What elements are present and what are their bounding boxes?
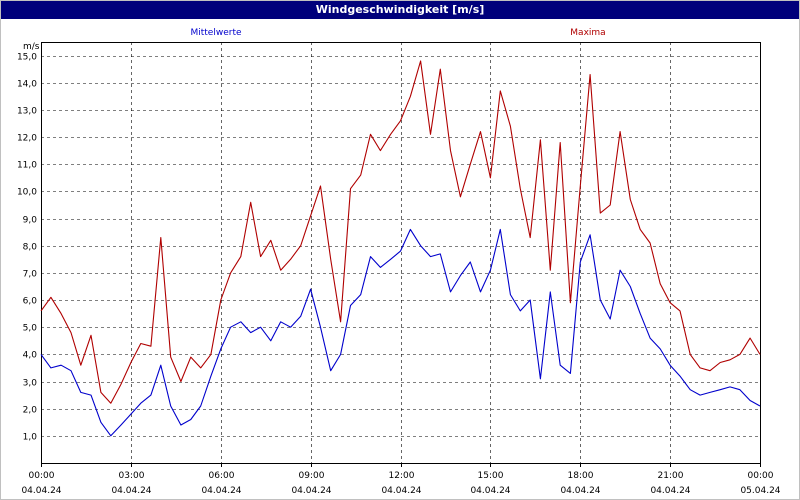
- y-tick-label: 10,0: [17, 188, 37, 198]
- x-tick-time: 03:00: [119, 471, 145, 481]
- y-tick-label: 3,0: [23, 379, 38, 389]
- y-tick-label: 15,0: [17, 53, 37, 63]
- y-tick-label: 5,0: [23, 324, 38, 334]
- plot-frame: [41, 42, 761, 464]
- y-tick-label: 8,0: [23, 243, 38, 253]
- x-tick-time: 00:00: [29, 471, 55, 481]
- y-axis-unit-label: m/s: [23, 42, 40, 52]
- x-tick-time: 21:00: [658, 471, 684, 481]
- x-tick-time: 18:00: [568, 471, 594, 481]
- x-tick-date: 04.04.24: [470, 486, 510, 496]
- x-tick-date: 05.04.24: [740, 486, 780, 496]
- series-line-mittelwerte: [40, 228, 761, 437]
- y-tick-label: 6,0: [23, 297, 38, 307]
- x-tick-time: 09:00: [299, 471, 325, 481]
- axes: [41, 42, 761, 467]
- x-tick-date: 04.04.24: [560, 486, 600, 496]
- legend-maxima: Maxima: [570, 28, 605, 38]
- y-tick-label: 13,0: [17, 107, 37, 117]
- y-tick-label: 7,0: [23, 270, 38, 280]
- x-tick-labels: 00:00 04.04.24 03:00 04.04.24 06:00 04.04.24 0…: [21, 471, 780, 496]
- gridlines: [41, 42, 760, 463]
- plot-background: [41, 42, 760, 463]
- x-tick-time: 15:00: [478, 471, 504, 481]
- x-tick-date: 04.04.24: [201, 486, 241, 496]
- x-tick-time: 12:00: [389, 471, 415, 481]
- x-tick-date: 04.04.24: [21, 486, 61, 496]
- y-tick-label: 2,0: [23, 406, 38, 416]
- x-tick-date: 04.04.24: [111, 486, 151, 496]
- y-tick-label: 1,0: [23, 433, 38, 443]
- y-tick-label: 4,0: [23, 351, 38, 361]
- x-tick-date: 04.04.24: [291, 486, 331, 496]
- y-tick-labels: 1,0 2,0 3,0 4,0 5,0 6,0 7,0 8,0 9,0 10,0 11,0 12,0 1…: [17, 53, 37, 443]
- window-title: Windgeschwindigkeit [m/s]: [1, 1, 799, 19]
- y-tick-label: 12,0: [17, 134, 37, 144]
- series-lines: [40, 60, 761, 437]
- y-tick-label: 11,0: [17, 161, 37, 171]
- legend-mittelwerte: Mittelwerte: [190, 28, 241, 38]
- series-line-maxima: [40, 60, 761, 404]
- x-tick-date: 04.04.24: [381, 486, 421, 496]
- x-tick-time: 00:00: [748, 471, 774, 481]
- y-tick-label: 9,0: [23, 216, 38, 226]
- x-tick-time: 06:00: [209, 471, 235, 481]
- x-tick-date: 04.04.24: [650, 486, 690, 496]
- y-tick-label: 14,0: [17, 80, 37, 90]
